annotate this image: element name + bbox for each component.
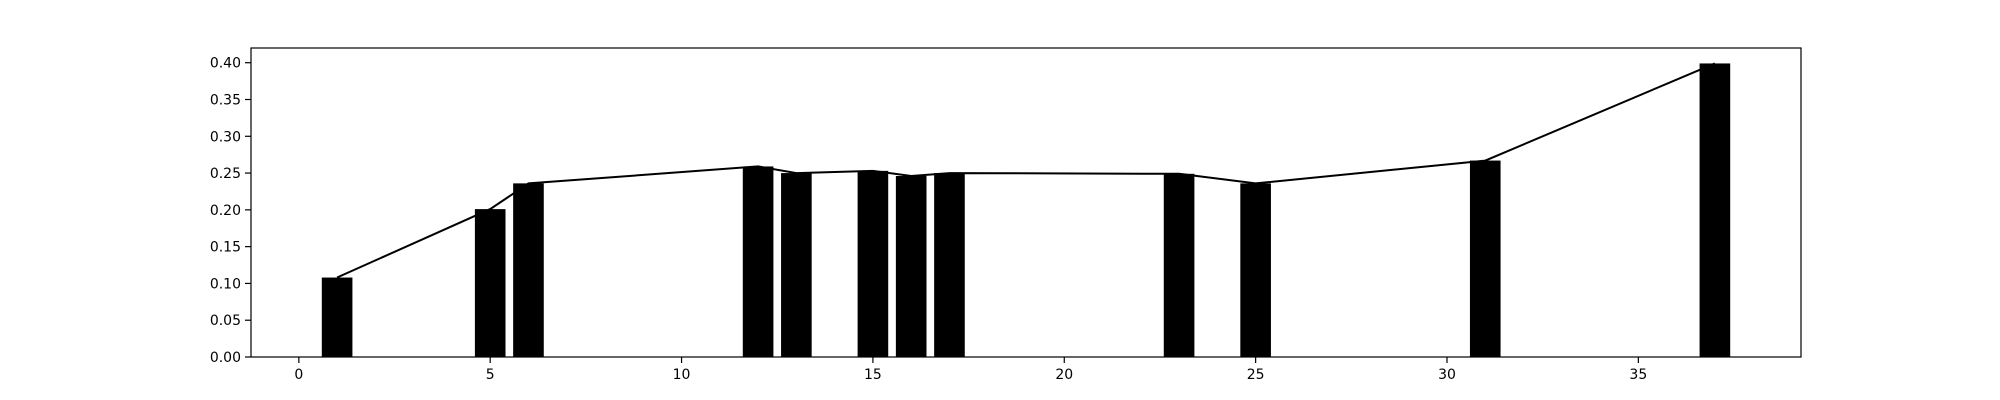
y-tick-label: 0.20 [210,203,241,219]
y-tick-label: 0.05 [210,313,241,329]
trend-line [336,62,1716,279]
y-tick-label: 0.25 [210,166,241,182]
bar-23 [1163,173,1195,357]
bars-layer [321,63,1731,357]
x-tick-label: 5 [486,367,495,383]
bar-31 [1469,160,1501,357]
y-tick-label: 0.15 [210,240,241,256]
plot-area-frame [250,47,1802,358]
x-tick-label: 35 [1629,367,1647,383]
bar-25 [1240,183,1271,357]
bar-6 [513,183,544,357]
y-tick-label: 0.10 [210,276,241,292]
x-tick-label: 30 [1438,367,1456,383]
y-tick-label: 0.35 [210,93,241,109]
x-tick-label: 0 [294,367,303,383]
x-tick-label: 15 [864,367,882,383]
bar-37 [1699,63,1731,357]
bar-12 [742,166,774,357]
y-tick-label: 0.30 [210,129,241,145]
bar-5 [474,209,506,357]
x-tick-label: 20 [1055,367,1073,383]
bar-17 [934,173,965,357]
y-tick-label: 0.00 [210,350,241,366]
bar-15 [857,170,889,357]
x-tick-label: 25 [1247,367,1265,383]
y-tick-label: 0.40 [210,56,241,72]
bar-13 [781,173,812,357]
x-tick-label: 10 [673,367,691,383]
bar-1 [321,277,353,357]
y-axis-ticks: 0.00 0.05 0.10 0.15 0.20 0.25 0.30 0.35 0.40 [210,56,251,366]
x-axis-ticks: 0 5 10 15 20 25 30 35 [294,357,1647,383]
bar-16 [895,176,927,357]
